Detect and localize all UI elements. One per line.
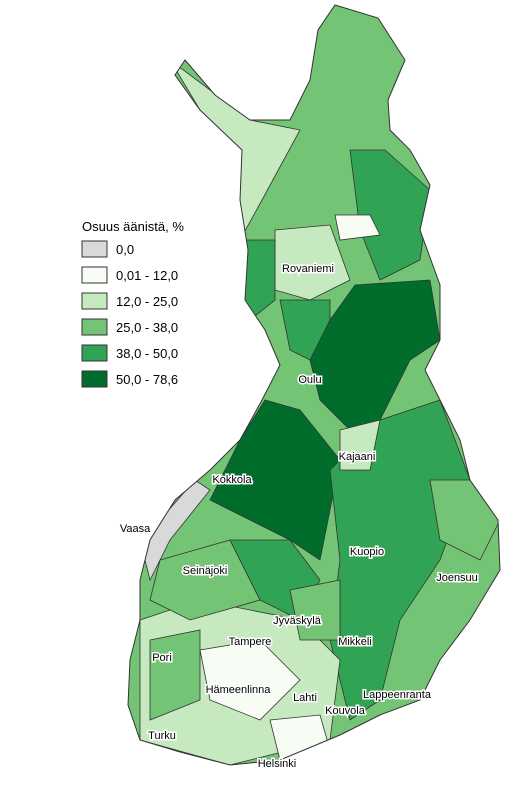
city-label: Lappeenranta	[363, 689, 432, 701]
legend-swatch	[81, 370, 108, 388]
legend-swatch	[81, 240, 108, 258]
city-label: Kajaani	[339, 451, 376, 463]
city-label: Tampere	[229, 636, 272, 648]
legend-swatch	[81, 292, 108, 310]
region	[279, 299, 331, 361]
city-label: Helsinki	[258, 758, 297, 770]
region	[149, 629, 201, 721]
legend-swatch	[81, 266, 108, 284]
city-label: Seinäjoki	[183, 565, 228, 577]
legend-label: 50,0 - 78,6	[116, 372, 178, 387]
city-label: Pori	[152, 652, 172, 664]
region	[334, 214, 381, 241]
cities: Rovaniemi Oulu Kajaani Kokkola Vaasa Kuopio Se…	[118, 262, 479, 772]
city-label: Vaasa	[120, 523, 151, 535]
region	[209, 399, 341, 561]
city-label: Turku	[148, 730, 176, 742]
legend-label: 38,0 - 50,0	[116, 346, 178, 361]
legend: Osuus äänistä, % 0,0 0,01 - 12,0 12,0 - 25…	[81, 219, 184, 388]
legend-label: 12,0 - 25,0	[116, 294, 178, 309]
city-label: Mikkeli	[338, 636, 372, 648]
legend-title: Osuus äänistä, %	[82, 219, 184, 234]
city-label: Kuopio	[350, 546, 384, 558]
legend-label: 25,0 - 38,0	[116, 320, 178, 335]
region	[149, 539, 261, 621]
region	[289, 579, 341, 641]
city-label: Lahti	[293, 692, 317, 704]
legend-swatch	[81, 344, 108, 362]
legend-label: 0,0	[116, 242, 134, 257]
city-label: Hämeenlinna	[206, 684, 272, 696]
region	[269, 714, 331, 761]
region	[429, 479, 500, 561]
city-label: Oulu	[298, 374, 321, 386]
city-label: Rovaniemi	[282, 263, 334, 275]
legend-swatch	[81, 318, 108, 336]
legend-label: 0,01 - 12,0	[116, 268, 178, 283]
region	[199, 639, 301, 721]
city-label: Kokkola	[212, 474, 252, 486]
city-label: Joensuu	[436, 572, 478, 584]
city-label: Jyväskylä	[273, 615, 322, 627]
region	[339, 419, 381, 471]
city-label: Kouvola	[325, 705, 366, 717]
